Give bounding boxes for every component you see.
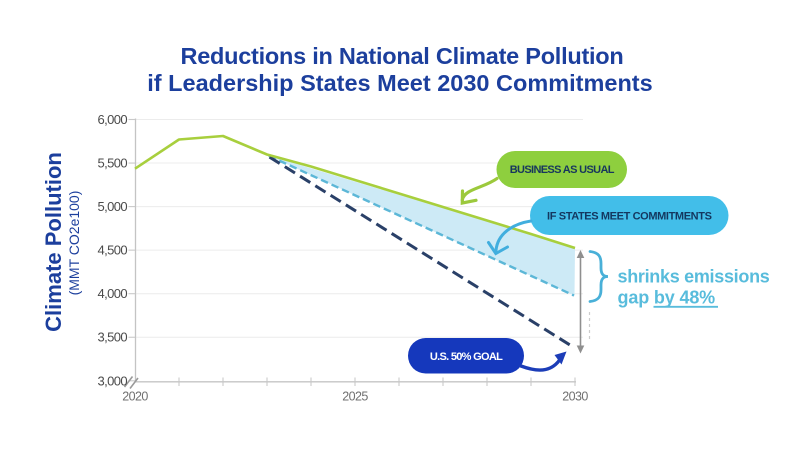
svg-text:5,500: 5,500 [97,156,127,171]
svg-text:5,000: 5,000 [97,199,127,214]
svg-text:U.S. 50% GOAL: U.S. 50% GOAL [430,351,503,363]
svg-text:2025: 2025 [342,390,368,404]
svg-text:BUSINESS AS USUAL: BUSINESS AS USUAL [510,164,615,176]
svg-text:shrinks emissions: shrinks emissions [618,267,770,287]
svg-text:Reductions in National Climate: Reductions in National Climate Pollution [180,43,623,69]
svg-text:6,000: 6,000 [97,112,127,127]
svg-text:3,500: 3,500 [97,330,127,345]
svg-text:if Leadership States Meet 2030: if Leadership States Meet 2030 Commitmen… [147,70,652,96]
svg-text:2030: 2030 [562,390,588,404]
svg-text:Climate Pollution: Climate Pollution [41,152,66,332]
svg-text:4,500: 4,500 [97,243,127,258]
svg-text:IF STATES MEET COMMITMENTS: IF STATES MEET COMMITMENTS [547,211,712,223]
svg-text:gap by 48%: gap by 48% [618,288,716,308]
svg-text:3,000: 3,000 [97,373,127,388]
svg-text:(MMT CO2e100): (MMT CO2e100) [66,191,82,296]
svg-text:2020: 2020 [122,390,148,404]
svg-text:4,000: 4,000 [97,286,127,301]
